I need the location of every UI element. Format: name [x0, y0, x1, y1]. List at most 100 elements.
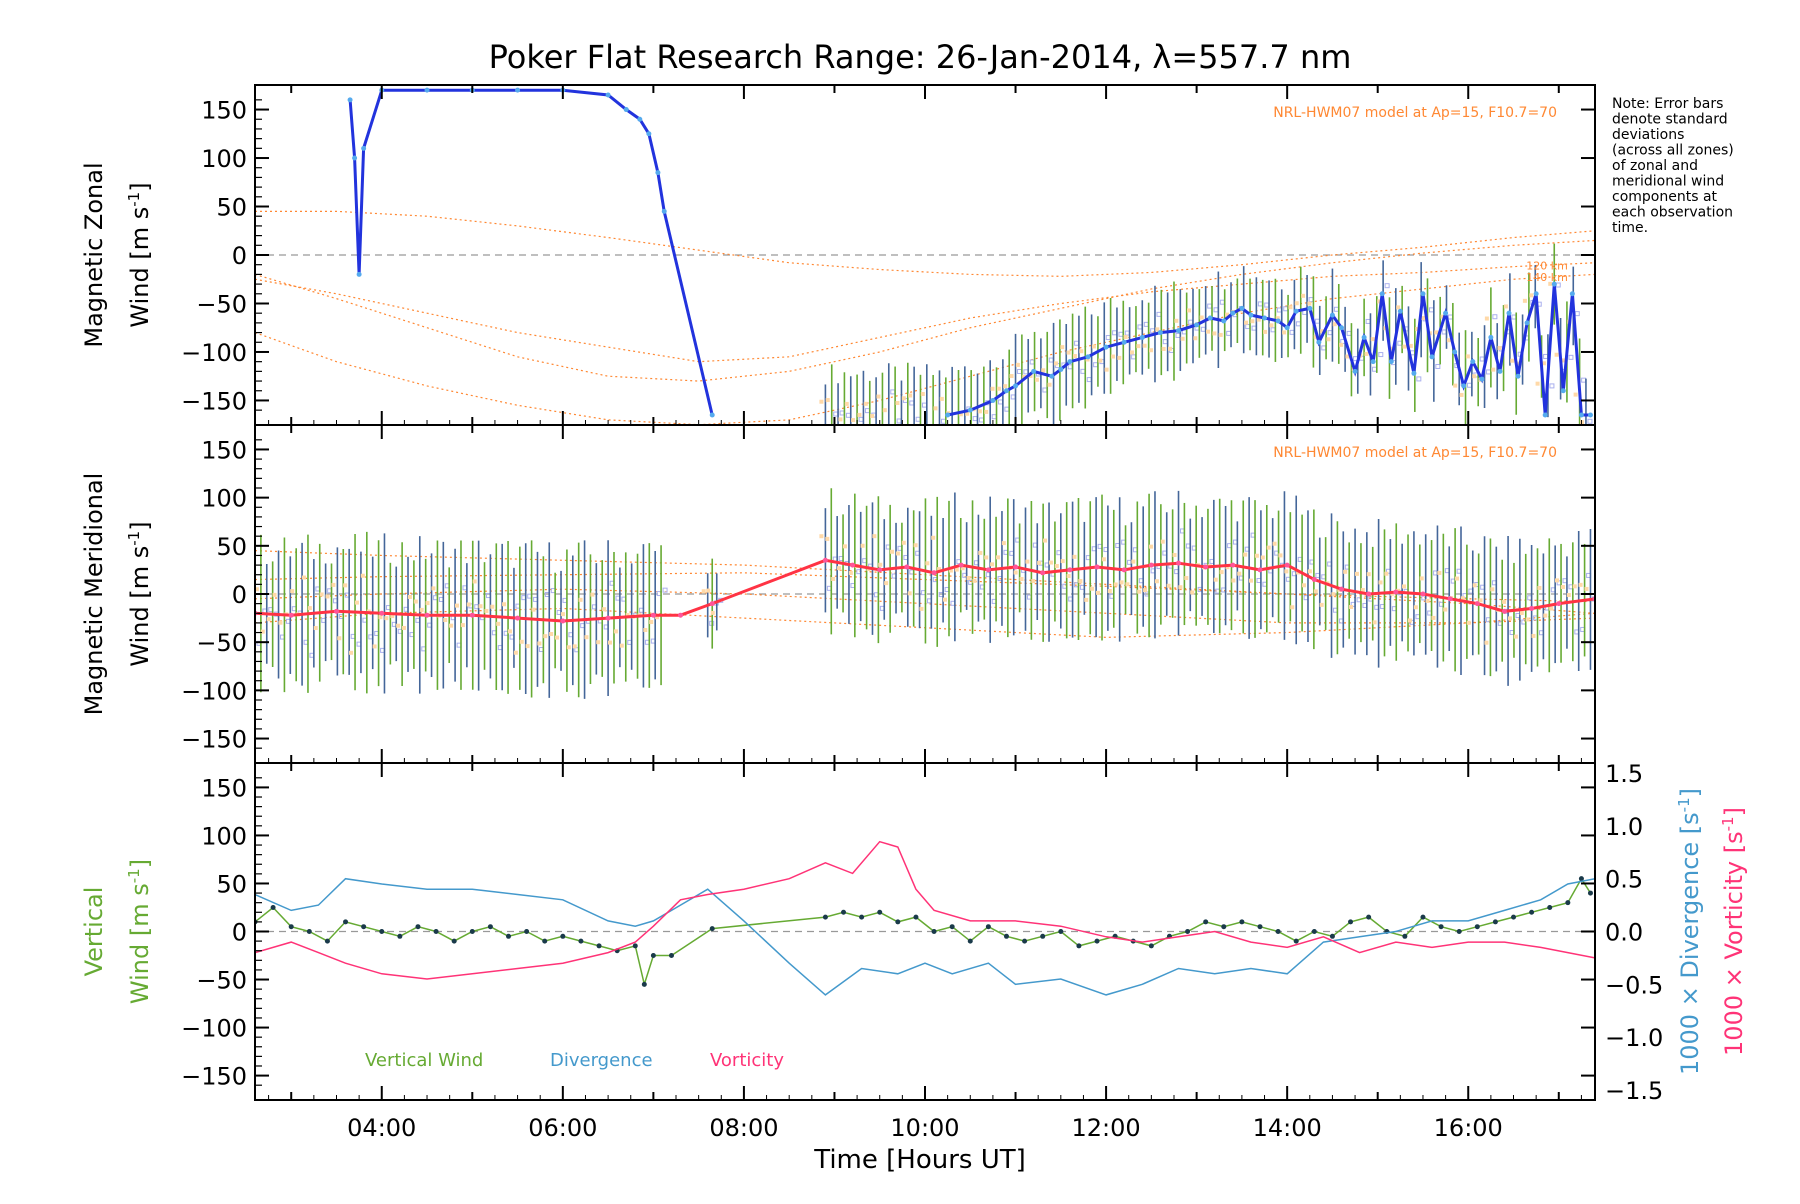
scatter-marker — [958, 412, 963, 417]
data-point — [822, 914, 828, 920]
scatter-marker — [566, 645, 571, 650]
scatter-marker — [706, 588, 711, 593]
scatter-marker — [872, 534, 877, 539]
scatter-marker — [1137, 324, 1143, 330]
scatter-marker — [1276, 307, 1282, 313]
scatter-marker — [613, 629, 618, 634]
x-tick-label: 14:00 — [1253, 1114, 1322, 1142]
scatter-marker — [1124, 330, 1130, 336]
scatter-marker — [1354, 571, 1359, 576]
y-axis-label-line2: Wind [m s-1] — [125, 521, 154, 666]
scatter-marker — [860, 543, 865, 548]
model-label: NRL-HWM07 model at Ap=15, F10.7=70 — [1273, 105, 1557, 121]
data-point — [487, 924, 493, 930]
y-tick-label: −50 — [196, 967, 247, 995]
scatter-marker — [1572, 584, 1577, 589]
data-point — [1361, 334, 1367, 340]
scatter-marker — [1516, 361, 1521, 366]
scatter-marker — [1078, 579, 1083, 584]
scatter-marker — [625, 613, 630, 618]
y-tick-label: 150 — [201, 97, 247, 125]
scatter-marker — [848, 570, 853, 575]
scatter-marker — [1308, 297, 1314, 303]
data-point — [641, 981, 647, 987]
scatter-marker — [925, 561, 930, 566]
scatter-marker — [349, 650, 354, 655]
y2-tick-label: 0.0 — [1605, 919, 1643, 947]
scatter-marker — [1206, 329, 1211, 334]
data-point — [347, 97, 353, 103]
scatter-marker — [1200, 326, 1206, 332]
data-point — [542, 938, 548, 944]
scatter-marker — [596, 640, 601, 645]
scatter-marker — [607, 640, 612, 645]
scatter-marker — [1074, 340, 1080, 346]
data-point — [1275, 929, 1281, 934]
scatter-marker — [1178, 585, 1183, 590]
y-tick-label: 0 — [232, 919, 247, 947]
scatter-marker — [1254, 553, 1259, 558]
scatter-marker — [331, 582, 336, 587]
scatter-marker — [948, 568, 953, 573]
scatter-marker — [1184, 576, 1189, 581]
scatter-marker — [1307, 569, 1312, 574]
scatter-marker — [1136, 344, 1141, 349]
scatter-marker — [935, 430, 939, 434]
y2-axis-label-divergence: 1000 × Divergence [s-1] — [1675, 788, 1704, 1075]
data-point — [379, 610, 385, 616]
scatter-marker — [619, 643, 624, 648]
scatter-marker — [998, 399, 1004, 405]
data-point — [1239, 919, 1245, 925]
scatter-marker — [1581, 377, 1587, 383]
data-point — [1578, 876, 1584, 882]
scatter-marker — [1072, 354, 1077, 359]
scatter-marker — [1010, 394, 1016, 400]
legend-entry: Divergence — [550, 1050, 653, 1071]
model-curve-label: 140 km — [1526, 271, 1568, 284]
scatter-marker — [1587, 418, 1593, 424]
data-point — [1013, 383, 1019, 389]
data-point — [1420, 591, 1426, 597]
data-point — [1203, 564, 1209, 570]
y-tick-label: 100 — [201, 822, 247, 850]
scatter-marker — [249, 585, 253, 589]
scatter-marker — [1237, 571, 1242, 576]
x-axis-label: Time [Hours UT] — [813, 1145, 1026, 1175]
scatter-marker — [372, 644, 377, 649]
scatter-marker — [578, 597, 583, 602]
scatter-marker — [1441, 329, 1447, 335]
scatter-marker — [560, 612, 565, 617]
scatter-marker — [1193, 336, 1198, 341]
scatter-marker — [1568, 354, 1574, 360]
scatter-marker — [920, 392, 925, 397]
data-point — [1470, 359, 1476, 365]
scatter-marker — [1112, 330, 1118, 336]
data-point — [1067, 567, 1073, 573]
scatter-marker — [1272, 541, 1277, 546]
scatter-marker — [1497, 345, 1502, 350]
scatter-marker — [1086, 377, 1092, 383]
scatter-marker — [260, 629, 265, 634]
series-line-zonal — [348, 88, 714, 416]
scatter-marker — [1415, 327, 1420, 332]
scatter-marker — [825, 536, 830, 541]
scatter-marker — [1579, 420, 1584, 425]
y-axis-label-line1: Vertical — [80, 887, 108, 977]
scatter-marker — [1066, 574, 1071, 579]
scatter-marker — [961, 433, 965, 437]
data-point — [1569, 291, 1575, 297]
scatter-marker — [1479, 356, 1485, 362]
data-point — [949, 924, 955, 930]
panel-vertical: −150 −100 −50 0 50 100 150 Vertical Wind [m s-1]… — [80, 760, 1748, 1142]
data-point — [1370, 359, 1376, 365]
scatter-marker — [884, 436, 888, 440]
data-point — [506, 933, 512, 939]
data-point — [515, 615, 521, 621]
data-point — [1452, 349, 1458, 355]
y-tick-label: 50 — [216, 194, 247, 222]
scatter-marker — [878, 429, 882, 433]
scatter-marker — [1225, 312, 1230, 317]
scatter-marker — [1143, 321, 1149, 327]
scatter-marker — [1245, 324, 1251, 330]
scatter-marker — [1486, 369, 1492, 375]
